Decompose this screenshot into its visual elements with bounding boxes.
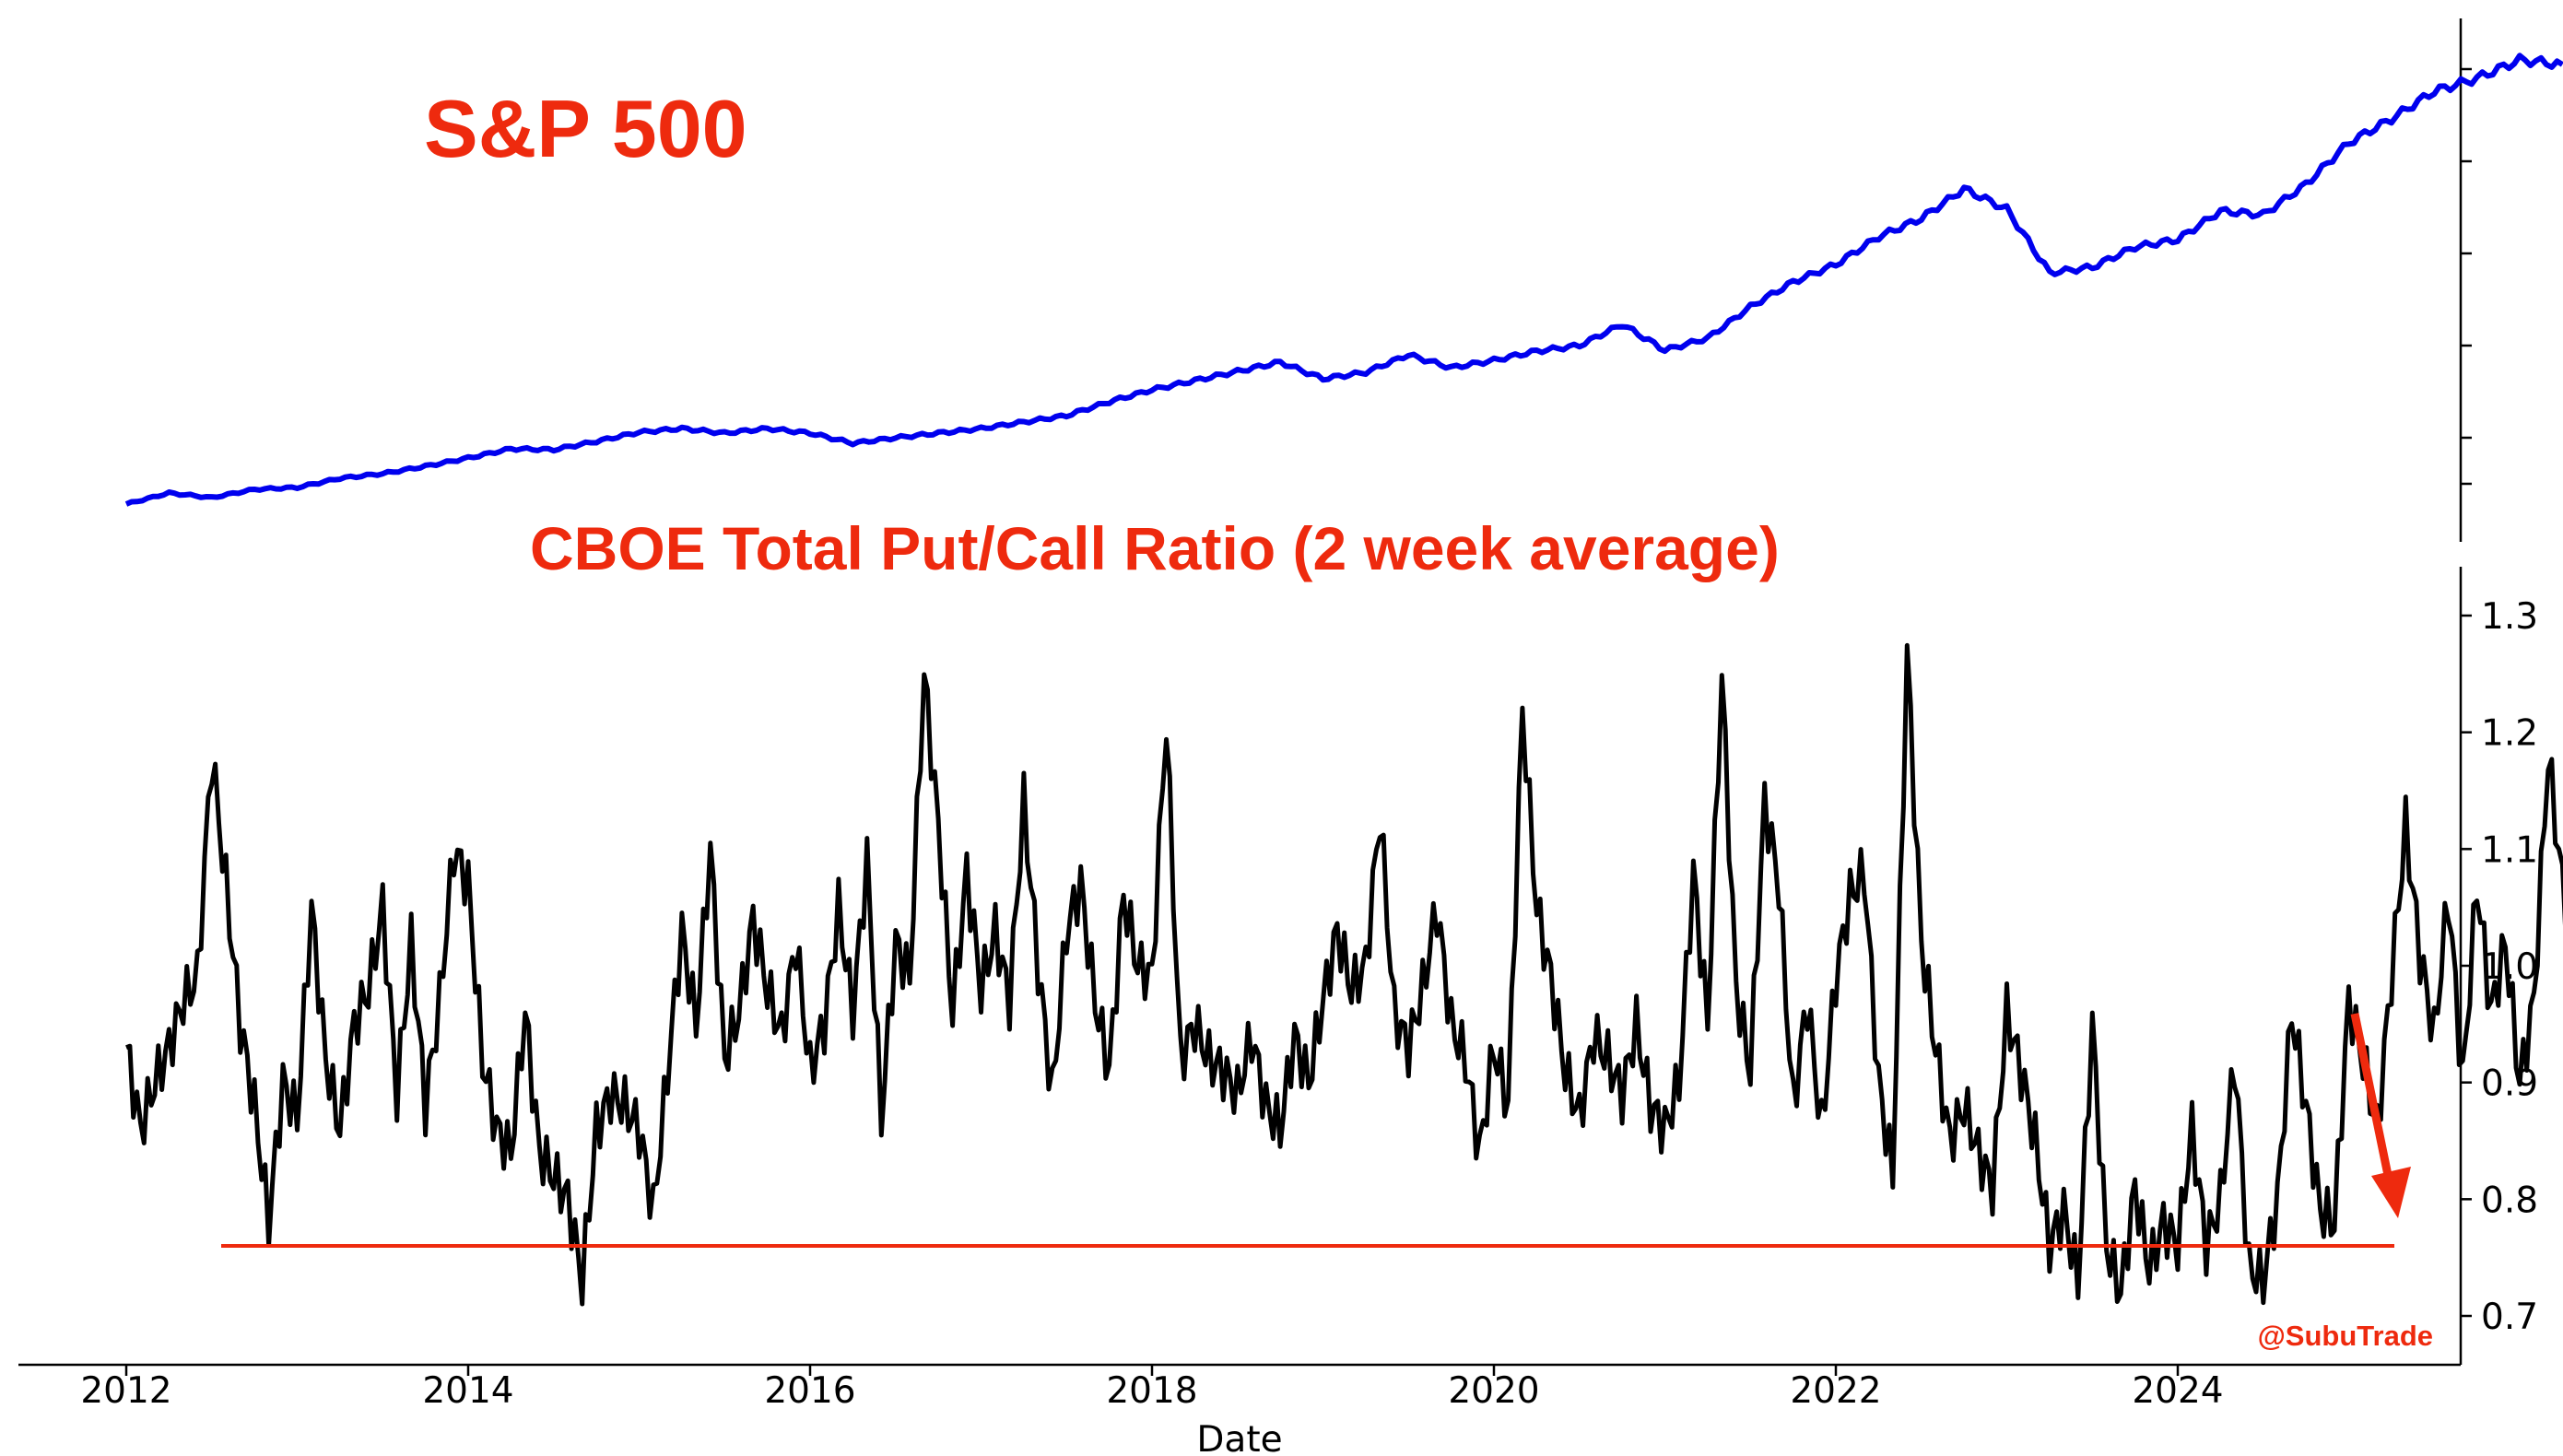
x-axis-title: Date bbox=[1196, 1419, 1282, 1456]
x-axis-ticks: 2012 2014 2016 2018 2020 2022 2024 bbox=[80, 1365, 2224, 1412]
x-tick-label: 2014 bbox=[422, 1370, 513, 1412]
x-tick-label: 2020 bbox=[1448, 1370, 1539, 1412]
y-tick-label: 1.2 bbox=[2481, 713, 2538, 755]
putcall-series-line bbox=[125, 642, 2563, 1307]
x-tick-label: 2016 bbox=[764, 1370, 855, 1412]
y-tick-label: 0.8 bbox=[2481, 1180, 2538, 1221]
y-tick-label: 1.1 bbox=[2481, 829, 2538, 871]
x-tick-label: 2024 bbox=[2132, 1370, 2223, 1412]
y-tick-label: 1.3 bbox=[2481, 596, 2538, 638]
putcall-title: CBOE Total Put/Call Ratio (2 week averag… bbox=[530, 514, 1780, 582]
y-tick-label: 0.9 bbox=[2481, 1063, 2538, 1105]
putcall-panel: CBOE Total Put/Call Ratio (2 week averag… bbox=[18, 514, 2563, 1456]
sp500-y-ticks bbox=[2461, 67, 2472, 486]
y-tick-label: 0.7 bbox=[2481, 1297, 2538, 1338]
sp500-panel: S&P 500 bbox=[124, 18, 2563, 542]
sp500-series-line bbox=[124, 53, 2563, 507]
x-tick-label: 2022 bbox=[1790, 1370, 1881, 1412]
x-tick-label: 2018 bbox=[1106, 1370, 1197, 1412]
down-arrow-icon bbox=[2350, 1013, 2411, 1218]
sp500-title: S&P 500 bbox=[424, 83, 747, 174]
watermark-label: @SubuTrade bbox=[2258, 1320, 2433, 1352]
x-tick-label: 2012 bbox=[80, 1370, 171, 1412]
